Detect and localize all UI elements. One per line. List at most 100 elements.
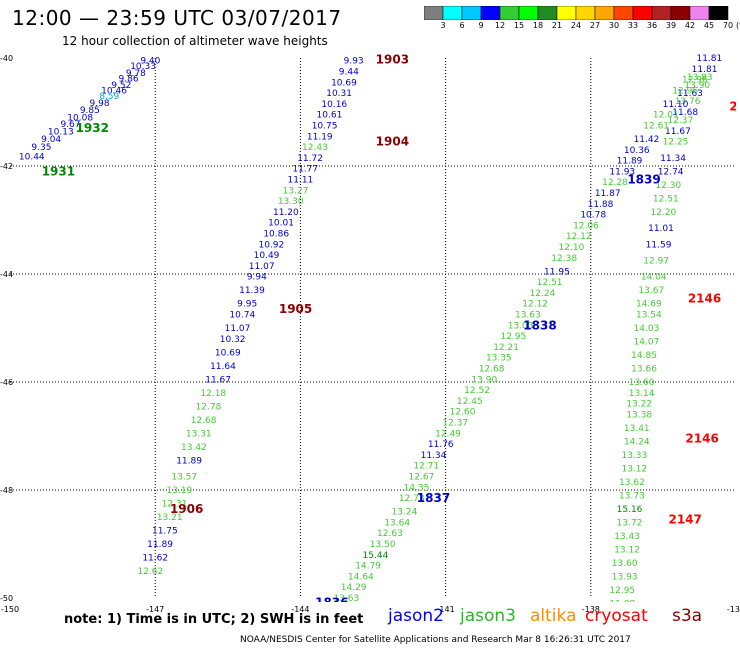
wave-height-value: 12.12 xyxy=(522,300,548,310)
wave-height-value: 12.52 xyxy=(464,386,490,396)
wave-height-value: 11.67 xyxy=(665,127,691,137)
wave-height-value: 11.20 xyxy=(273,208,299,218)
wave-height-value: 11.89 xyxy=(617,157,643,167)
wave-height-value: 13.63 xyxy=(515,311,541,321)
colorbar-label: 21 xyxy=(551,21,563,30)
wave-height-value: 13.30 xyxy=(278,197,304,207)
wave-height-value: 13.22 xyxy=(626,400,652,410)
wave-height-value: 12.21 xyxy=(493,343,519,353)
colorbar-label: 45 xyxy=(703,21,715,30)
y-tick-label: -46 xyxy=(0,378,13,387)
colorbar-label: 6 xyxy=(459,21,465,30)
wave-height-value: 12.96 xyxy=(682,76,708,86)
colorbar-unit: (ft) xyxy=(735,21,740,30)
pass-time-label: 2 xyxy=(729,100,737,114)
wave-height-value: 12.51 xyxy=(537,278,563,288)
wave-height-value: 13.66 xyxy=(631,365,657,375)
pass-time-label: 1838 xyxy=(523,318,556,332)
wave-height-value: 11.07 xyxy=(249,262,275,272)
pass-time-label: 2146 xyxy=(685,432,718,446)
colorbar-label: 18 xyxy=(532,21,544,30)
wave-height-value: 14.07 xyxy=(634,338,660,348)
colorbar-label: 33 xyxy=(627,21,639,30)
wave-height-value: 15.44 xyxy=(363,551,389,561)
wave-height-value: 13.83 xyxy=(687,73,713,83)
wave-height-value: 12.01 xyxy=(653,111,679,121)
wave-height-value: 14.85 xyxy=(631,351,657,361)
wave-height-value: 10.49 xyxy=(254,251,280,261)
colorbar-cell xyxy=(708,6,729,20)
wave-height-value: 9.40 xyxy=(140,57,160,67)
y-tick-label: -40 xyxy=(0,54,13,63)
wave-height-value: 10.92 xyxy=(258,240,284,250)
wave-height-value: 11.64 xyxy=(210,362,236,372)
wave-height-value: 14.24 xyxy=(624,437,650,447)
wave-height-value: 12.18 xyxy=(200,389,226,399)
x-tick-label: -135 xyxy=(727,605,740,614)
wave-height-value: 14.29 xyxy=(341,583,367,593)
pass-time-label: 1904 xyxy=(376,135,409,149)
x-tick-label: -138 xyxy=(582,605,600,614)
colorbar-label: 3 xyxy=(440,21,446,30)
wave-height-value: 10.36 xyxy=(624,146,650,156)
colorbar-label: 39 xyxy=(665,21,677,30)
wave-height-value: 13.33 xyxy=(621,451,647,461)
wave-height-value: 13.19 xyxy=(167,486,193,496)
wave-height-value: 11.95 xyxy=(544,267,570,277)
x-tick-label: -150 xyxy=(1,605,19,614)
wave-height-value: 12.37 xyxy=(667,116,693,126)
wave-height-value: 11.88 xyxy=(588,200,614,210)
legend-item-jason2: jason2 xyxy=(388,606,444,626)
legend-item-s3a: s3a xyxy=(672,606,703,626)
colorbar-label: 9 xyxy=(478,21,484,30)
pass-time-label: 2147 xyxy=(668,513,701,527)
wave-height-value: 9.98 xyxy=(90,99,110,109)
wave-height-value: 10.86 xyxy=(263,230,289,240)
wave-height-value: 12.06 xyxy=(573,221,599,231)
wave-height-value: 12.95 xyxy=(609,586,635,596)
wave-height-points: 9.4010.339.789.869.5210.468.599.989.8510… xyxy=(19,54,737,609)
y-tick-label: -42 xyxy=(0,162,13,171)
legend-item-jason3: jason3 xyxy=(460,606,516,626)
wave-height-value: 9.78 xyxy=(126,69,146,79)
wave-height-value: 13.90 xyxy=(471,375,497,385)
credit-line: NOAA/NESDIS Center for Satellite Applica… xyxy=(240,635,631,645)
wave-height-value: 11.10 xyxy=(663,100,689,110)
page-title: 12:00 — 23:59 UTC 03/07/2017 xyxy=(12,6,342,30)
colorbar-label: 27 xyxy=(589,21,601,30)
y-tick-label: -48 xyxy=(0,486,13,495)
wave-height-value: 13.57 xyxy=(171,473,197,483)
wave-height-value: 13.38 xyxy=(626,410,652,420)
wave-height-value: 11.62 xyxy=(142,554,168,564)
wave-height-value: 13.24 xyxy=(392,508,418,518)
colorbar-label: 30 xyxy=(608,21,620,30)
wave-height-value: 8.59 xyxy=(99,92,119,102)
wave-height-value: 9.67 xyxy=(60,120,80,130)
wave-height-value: 9.95 xyxy=(237,300,257,310)
wave-height-value: 12.51 xyxy=(653,194,679,204)
colorbar-label: 24 xyxy=(570,21,582,30)
wave-height-value: 13.62 xyxy=(619,478,645,488)
wave-height-value: 9.94 xyxy=(247,273,267,283)
colorbar-label: 15 xyxy=(513,21,525,30)
wave-height-value: 10.01 xyxy=(268,219,294,229)
wave-height-value: 11.19 xyxy=(307,132,333,142)
wave-height-value: 11.63 xyxy=(677,89,703,99)
wave-height-value: 12.38 xyxy=(551,254,577,264)
wave-height-value: 10.16 xyxy=(321,100,347,110)
wave-height-value: 13.31 xyxy=(186,429,212,439)
wave-height-value: 13.12 xyxy=(621,464,647,474)
wave-height-value: 10.75 xyxy=(312,122,338,132)
wave-height-value: 12.96 xyxy=(672,86,698,96)
wave-height-value: 12.68 xyxy=(479,365,505,375)
pass-time-label: 1905 xyxy=(279,302,312,316)
wave-height-value: 11.08 xyxy=(609,599,635,609)
wave-height-value: 9.85 xyxy=(80,106,100,116)
footnote: note: 1) Time is in UTC; 2) SWH is in fe… xyxy=(64,612,364,627)
wave-height-value: 10.33 xyxy=(130,62,156,72)
wave-height-value: 11.87 xyxy=(595,189,621,199)
wave-height-value: 14.03 xyxy=(634,324,660,334)
